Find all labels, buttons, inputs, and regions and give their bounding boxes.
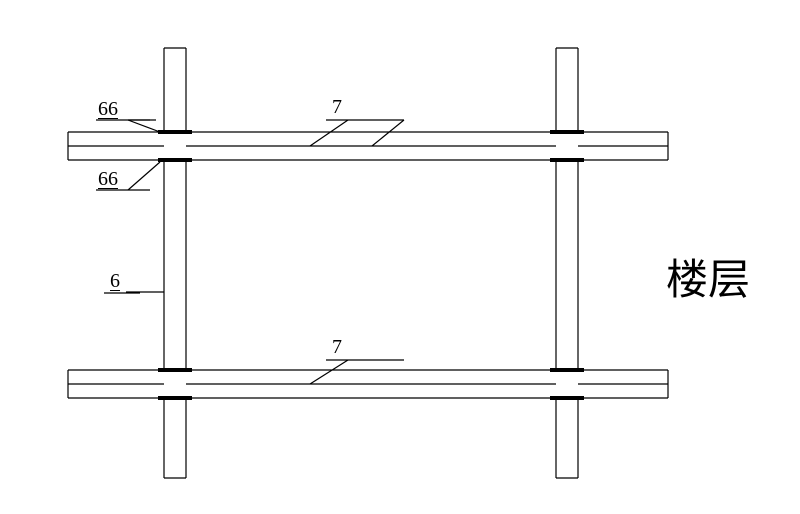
label-floor-cjk: 楼层 <box>666 246 750 307</box>
label-7-lower: 7 <box>332 336 342 359</box>
label-6: 6 <box>110 270 120 293</box>
label-66-bottom: 66 <box>98 168 118 191</box>
label-66-top: 66 <box>98 98 118 121</box>
label-7-upper: 7 <box>332 96 342 119</box>
